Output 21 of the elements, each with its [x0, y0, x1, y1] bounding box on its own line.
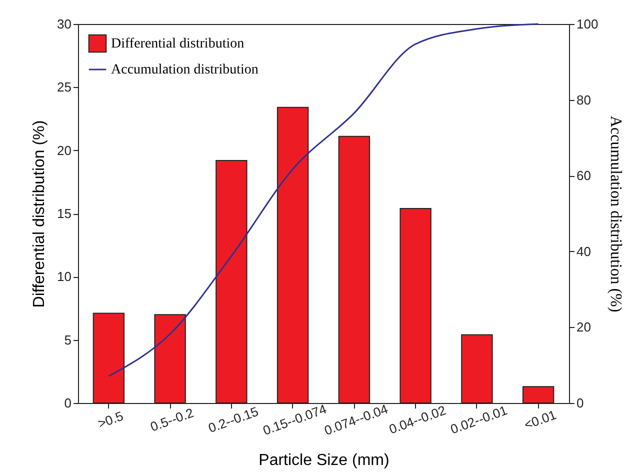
y-tick-label: 20 — [57, 142, 72, 158]
y-tick-label: 10 — [57, 269, 72, 284]
y-tick-label: 15 — [57, 206, 72, 221]
y-tick-label: 30 — [57, 16, 72, 32]
y2-tick-label: 0 — [576, 396, 584, 410]
x-axis-title: Particle Size (mm) — [258, 452, 390, 470]
y2-axis-title: Accumulation distribution (%) — [607, 116, 624, 312]
y2-tick-label: 40 — [576, 244, 591, 259]
y-axis-title: Differential distribution (%) — [31, 120, 48, 308]
y-tick-label: 0 — [64, 396, 72, 410]
line-series — [108, 23, 540, 377]
y2-tick-label: 100 — [576, 16, 598, 32]
x-tick-label: <0.01 — [522, 406, 558, 432]
y2-tick-label: 20 — [576, 320, 591, 335]
legend-label: Accumulation distribution — [111, 62, 258, 78]
y-tick-label: 25 — [57, 80, 72, 95]
x-tick-label: >0.5 — [96, 408, 126, 432]
y2-tick-label: 80 — [576, 92, 591, 108]
legend-label: Differential distribution — [111, 36, 244, 52]
y2-tick-label: 60 — [576, 168, 591, 184]
y-tick-label: 5 — [64, 332, 72, 348]
